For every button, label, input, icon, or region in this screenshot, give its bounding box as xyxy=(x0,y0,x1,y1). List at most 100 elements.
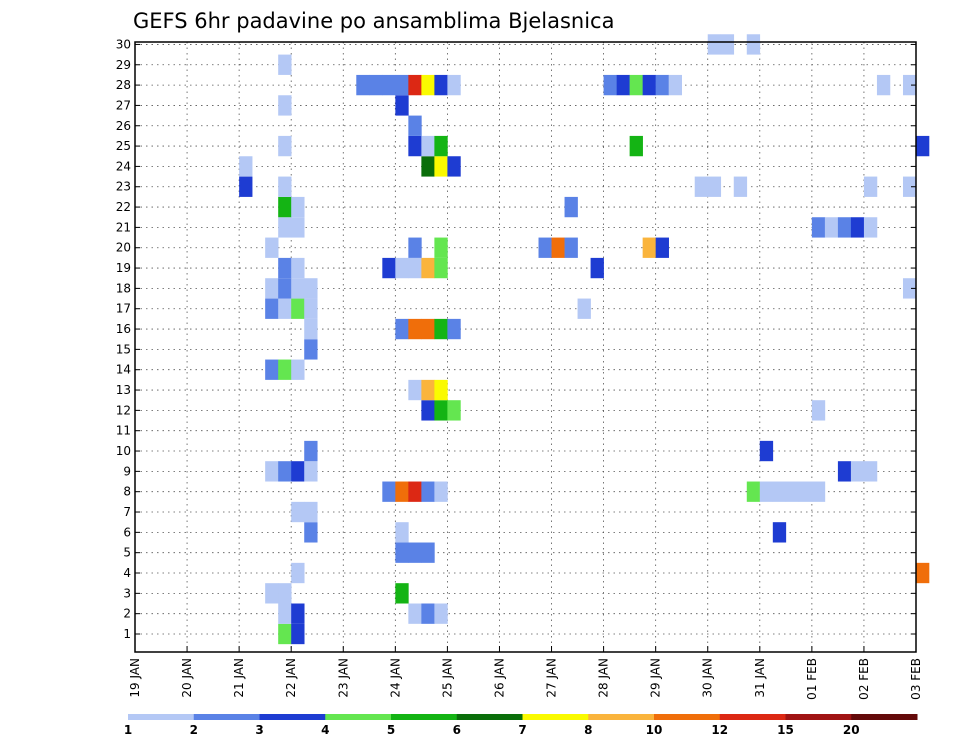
y-tick-label: 26 xyxy=(116,119,131,133)
heatmap-cell xyxy=(265,461,279,482)
heatmap-cell xyxy=(265,359,279,380)
heatmap-cell xyxy=(278,176,292,197)
heatmap-cell xyxy=(395,318,409,340)
y-tick-label: 14 xyxy=(116,363,131,377)
heatmap-cell xyxy=(577,298,591,319)
heatmap-cell xyxy=(291,501,305,523)
heatmap-cell xyxy=(642,237,656,258)
heatmap-cell xyxy=(421,400,435,421)
x-tick-label: 26 JAN xyxy=(492,658,506,698)
y-tick-label: 30 xyxy=(116,37,131,51)
y-tick-label: 6 xyxy=(123,525,131,539)
heatmap-cell xyxy=(434,257,448,279)
heatmap-cell xyxy=(590,257,604,279)
colorbar-label: 20 xyxy=(843,723,860,737)
heatmap-cell xyxy=(278,583,292,604)
heatmap-cell xyxy=(421,257,435,279)
y-tick-label: 18 xyxy=(116,281,131,295)
heatmap-cell xyxy=(395,542,409,563)
heatmap-cell xyxy=(278,359,292,380)
x-tick-label: 24 JAN xyxy=(388,658,402,698)
heatmap-cell xyxy=(616,74,630,96)
heatmap-cell xyxy=(863,461,878,482)
y-tick-label: 20 xyxy=(116,241,131,255)
heatmap-cell xyxy=(278,54,292,75)
x-tick-label: 02 FEB xyxy=(857,658,871,700)
heatmap-cell xyxy=(408,257,422,279)
heatmap-cell xyxy=(278,217,292,238)
y-tick-label: 21 xyxy=(116,220,131,234)
x-tick-label: 19 JAN xyxy=(128,658,142,698)
colorbar-label: 5 xyxy=(387,723,395,737)
heatmap-cell xyxy=(447,318,461,340)
colorbar-label: 8 xyxy=(584,723,592,737)
colorbar-label: 1 xyxy=(124,723,132,737)
heatmap-cell xyxy=(564,196,578,218)
grid-lines xyxy=(134,42,917,652)
heatmap-cell xyxy=(916,562,930,584)
x-tick-label: 23 JAN xyxy=(336,658,350,698)
heatmap-cell xyxy=(408,542,422,563)
heatmap-cell xyxy=(629,135,643,157)
colorbar-swatch xyxy=(456,714,523,720)
colorbar-swatch xyxy=(128,714,195,720)
heatmap-cell xyxy=(278,135,292,157)
y-tick-label: 28 xyxy=(116,78,131,92)
y-tick-label: 3 xyxy=(123,586,131,600)
heatmap-cell xyxy=(655,237,669,258)
y-tick-label: 12 xyxy=(116,403,131,417)
heatmap-cell xyxy=(421,481,435,502)
heatmap-cell xyxy=(564,237,578,258)
heatmap-cell xyxy=(304,501,318,523)
heatmap-cell xyxy=(772,522,787,543)
heatmap-cell xyxy=(811,481,826,502)
heatmap-cell xyxy=(421,318,435,340)
heatmap-cell xyxy=(785,481,800,502)
heatmap-cell xyxy=(382,481,396,502)
heatmap-cell xyxy=(291,359,305,380)
heatmap-cell xyxy=(902,74,917,96)
x-tick-label: 20 JAN xyxy=(180,658,194,698)
heatmap-cell xyxy=(291,278,305,299)
heatmap-cell xyxy=(304,339,318,360)
y-tick-label: 16 xyxy=(116,322,131,336)
heatmap-cell xyxy=(408,135,422,157)
heatmap-cell xyxy=(408,237,422,258)
x-tick-label: 29 JAN xyxy=(649,658,663,698)
heatmap-cell xyxy=(421,135,435,157)
heatmap-cell xyxy=(551,237,565,258)
heatmap-cell xyxy=(850,461,865,482)
heatmap-cell xyxy=(291,196,305,218)
heatmap-cell xyxy=(421,156,435,177)
heatmap-cell xyxy=(291,603,305,624)
y-tick-label: 7 xyxy=(123,505,131,519)
heatmap-cell xyxy=(668,74,682,96)
colorbar-swatch xyxy=(391,714,458,720)
heatmap-cell xyxy=(356,74,370,96)
x-axis: 19 JAN 20 JAN 21 JAN 22 JAN 23 JAN 24 JAN 25 J… xyxy=(128,646,923,700)
heatmap-cell xyxy=(278,298,292,319)
y-tick-label: 17 xyxy=(116,302,131,316)
colorbar-swatch xyxy=(654,714,721,720)
y-tick-label: 11 xyxy=(116,424,131,438)
heatmap-cell xyxy=(304,440,318,462)
heatmap-cell xyxy=(642,74,656,96)
heatmap-cell xyxy=(278,603,292,624)
heatmap-cell xyxy=(395,257,409,279)
y-tick-label: 2 xyxy=(123,607,131,621)
heatmap-cell xyxy=(434,156,448,177)
x-tick-label: 25 JAN xyxy=(440,658,454,698)
heatmap-cell xyxy=(291,562,305,584)
heatmap-cell xyxy=(395,74,409,96)
heatmap-cell xyxy=(408,603,422,624)
heatmap-cell xyxy=(304,461,318,482)
heatmap-cell xyxy=(434,237,448,258)
plot-frame xyxy=(134,41,917,653)
heatmap-cell xyxy=(916,135,930,157)
colorbar: 1 2 3 4 5 6 7 8 10 12 15 20 xyxy=(124,714,918,737)
colorbar-swatch xyxy=(588,714,655,720)
heatmap-cell xyxy=(447,74,461,96)
heatmap-cell xyxy=(239,176,253,197)
heatmap-cell xyxy=(421,74,435,96)
colorbar-swatch xyxy=(259,714,326,720)
